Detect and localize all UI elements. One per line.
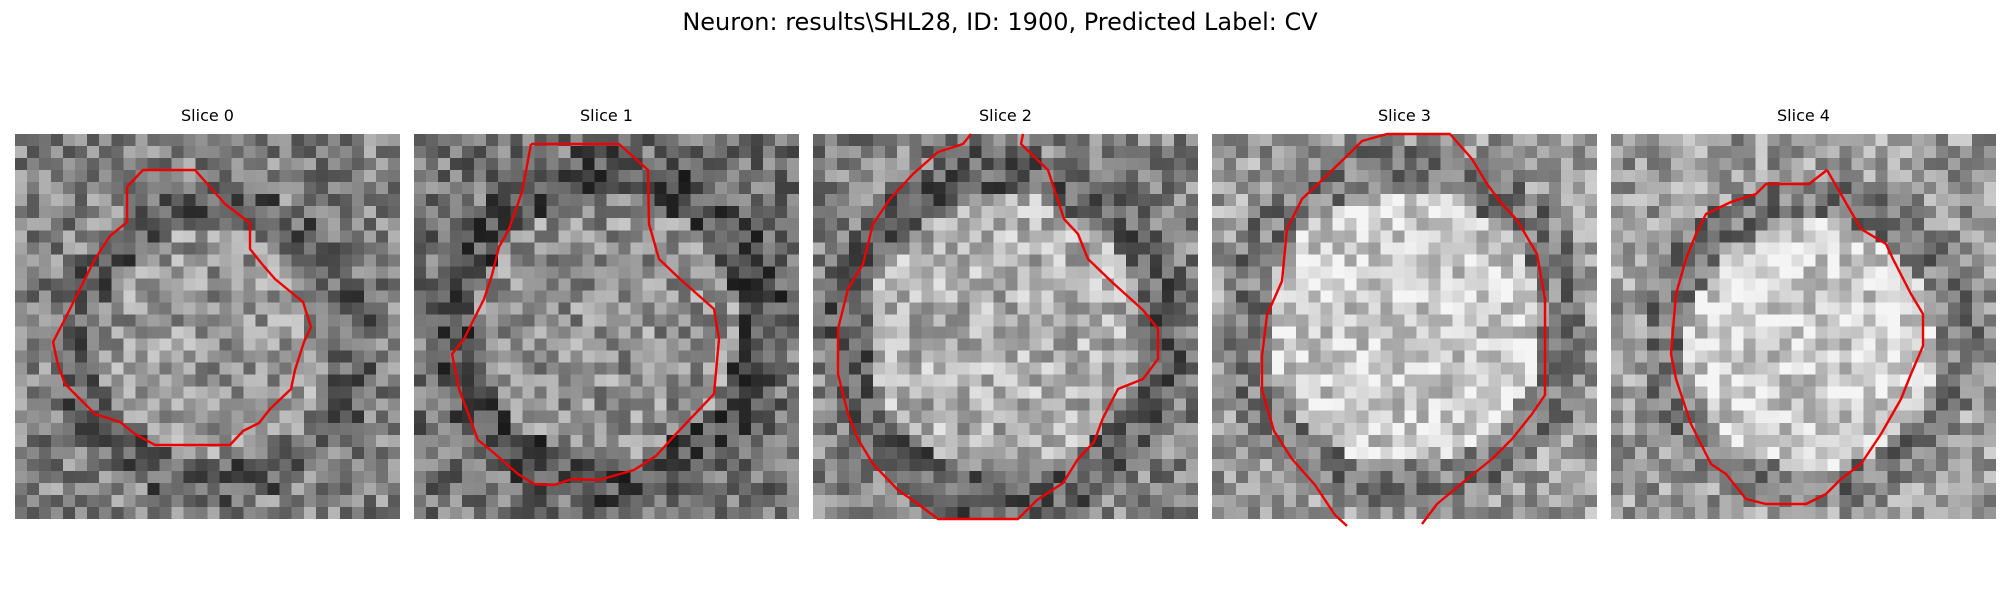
contour-0 (51, 168, 313, 447)
slice-title-3: Slice 3 (1378, 106, 1431, 125)
slice-image-2 (813, 134, 1198, 519)
segmentation-contour-2 (836, 133, 1160, 521)
slice-title-0: Slice 0 (181, 106, 234, 125)
segmentation-contour-0 (51, 168, 313, 447)
figure-title: Neuron: results\SHL28, ID: 1900, Predict… (682, 8, 1318, 36)
slice-panel-1: Slice 1 (414, 106, 799, 519)
slice-image-0 (15, 134, 400, 519)
contour-1 (450, 142, 721, 487)
slice-image-3 (1212, 134, 1597, 519)
slice-panel-2: Slice 2 (813, 106, 1198, 521)
contour-2 (836, 133, 1160, 521)
slice-panel-0: Slice 0 (15, 106, 400, 519)
contour-4 (1669, 169, 1925, 506)
slice-title-1: Slice 1 (580, 106, 633, 125)
segmentation-contour-4 (1669, 169, 1925, 506)
segmentation-contour-3 (1260, 132, 1547, 527)
slice-title-4: Slice 4 (1777, 106, 1830, 125)
segmentation-contour-1 (450, 142, 721, 487)
slice-title-2: Slice 2 (979, 106, 1032, 125)
slice-panel-4: Slice 4 (1611, 106, 1996, 519)
slice-panel-3: Slice 3 (1212, 106, 1597, 527)
slice-image-1 (414, 134, 799, 519)
contour-3 (1260, 132, 1547, 527)
slice-image-4 (1611, 134, 1996, 519)
